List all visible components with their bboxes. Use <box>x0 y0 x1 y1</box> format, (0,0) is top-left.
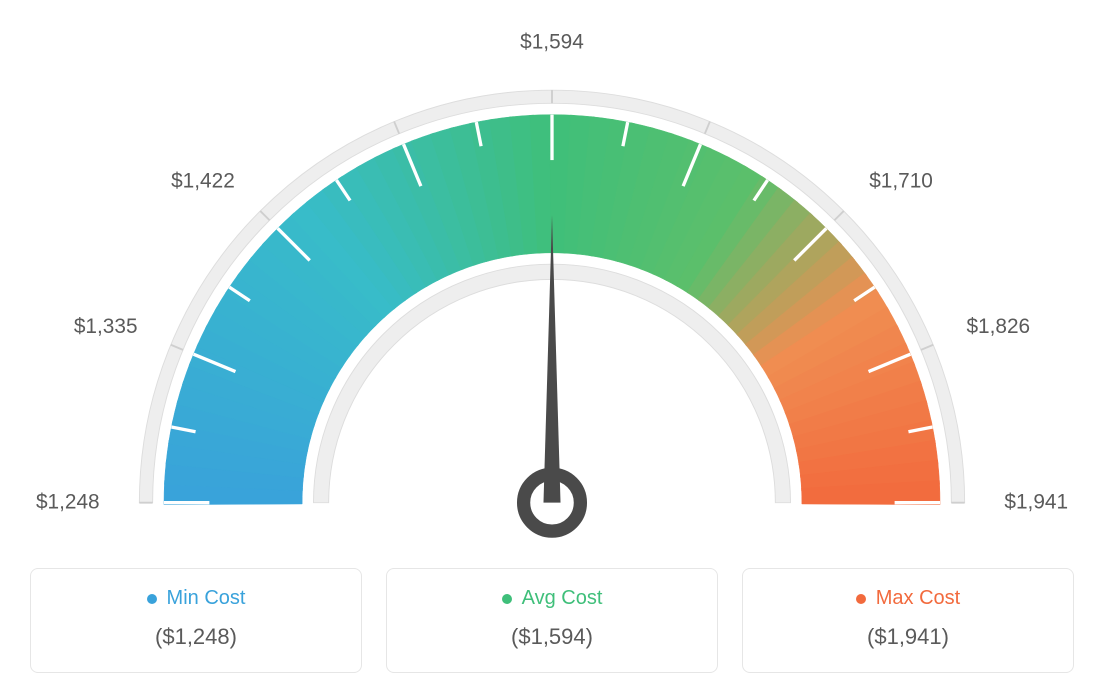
gauge-tick-label: $1,422 <box>171 169 235 192</box>
gauge-tick-label: $1,335 <box>74 315 138 338</box>
gauge-tick-label: $1,594 <box>520 30 584 53</box>
min-cost-title-row: Min Cost <box>147 587 246 610</box>
gauge-tick-label: $1,248 <box>36 490 100 513</box>
max-dot-icon <box>856 594 866 604</box>
gauge-tick-label: $1,710 <box>869 169 933 192</box>
max-cost-card: Max Cost ($1,941) <box>742 568 1074 673</box>
avg-cost-value: ($1,594) <box>407 624 697 650</box>
gauge-chart: $1,248 $1,335 $1,422 $1,594 $1,710 $1,826 $1,9… <box>20 20 1084 550</box>
gauge-tick-label: $1,941 <box>1004 490 1068 513</box>
max-cost-title-row: Max Cost <box>856 587 960 610</box>
avg-cost-title: Avg Cost <box>522 587 603 610</box>
avg-dot-icon <box>502 594 512 604</box>
min-cost-value: ($1,248) <box>51 624 341 650</box>
min-cost-card: Min Cost ($1,248) <box>30 568 362 673</box>
gauge-svg: $1,248 $1,335 $1,422 $1,594 $1,710 $1,826 $1,9… <box>20 20 1084 550</box>
avg-cost-title-row: Avg Cost <box>502 587 603 610</box>
min-dot-icon <box>147 594 157 604</box>
summary-cards-row: Min Cost ($1,248) Avg Cost ($1,594) Max … <box>20 568 1084 673</box>
avg-cost-card: Avg Cost ($1,594) <box>386 568 718 673</box>
max-cost-value: ($1,941) <box>763 624 1053 650</box>
max-cost-title: Max Cost <box>876 587 960 610</box>
gauge-tick-label: $1,826 <box>966 315 1030 338</box>
min-cost-title: Min Cost <box>167 587 246 610</box>
